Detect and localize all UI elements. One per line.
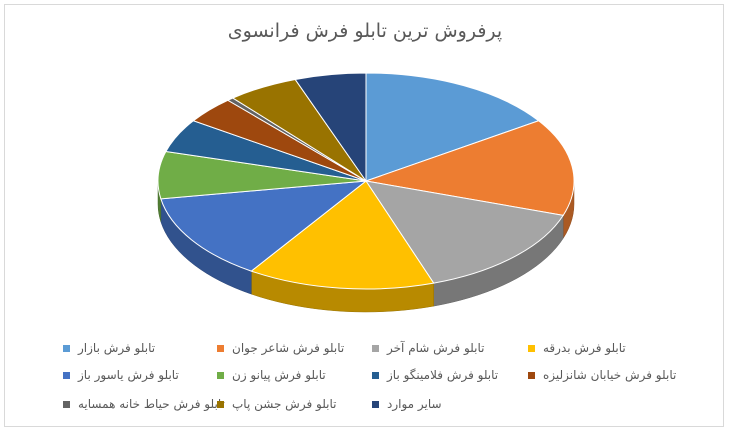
legend-item: تابلو فرش جشن پاپ [217,396,337,412]
legend-item: تابلو فرش حیاط خانه همسایه [63,396,225,412]
legend-swatch [372,371,379,379]
legend-swatch [528,344,535,352]
legend-item: تابلو فرش خیابان شانزلیزه [528,367,676,383]
pie-slice-10 [294,72,367,183]
legend-swatch [217,344,224,352]
legend-swatch [372,344,379,352]
legend-swatch [217,400,224,408]
legend-swatch [63,400,70,408]
legend-label: تابلو فرش شام آخر [387,341,485,355]
legend-label: سایر موارد [387,397,442,411]
legend-item: تابلو فرش یاسور باز [63,367,179,383]
pie-slice-4 [160,180,368,272]
legend-item: تابلو فرش شام آخر [372,340,484,356]
legend-label: تابلو فرش فلامینگو باز [387,368,499,382]
legend-label: تابلو فرش پیانو زن [232,368,326,382]
legend-item: تابلو فرش بدرقه [528,340,626,356]
legend-swatch [528,371,535,379]
pie-slice-2 [364,180,565,284]
legend-swatch [63,344,70,352]
legend-label: تابلو فرش شاعر جوان [232,341,345,355]
chart-title: پرفروش ترین تابلو فرش فرانسوی [227,20,503,42]
legend-label: تابلو فرش جشن پاپ [232,397,337,411]
legend-item: تابلو فرش پیانو زن [217,367,326,383]
pie-slice-0 [365,72,540,182]
legend-swatch [217,371,224,379]
legend-label: تابلو فرش حیاط خانه همسایه [78,397,225,411]
pie-slice-3 [250,180,435,290]
legend-label: تابلو فرش خیابان شانزلیزه [543,368,677,382]
pie-slice-1 [364,120,575,216]
legend-item: تابلو فرش بازار [63,340,155,356]
legend-item: تابلو فرش شاعر جوان [217,340,344,356]
legend-swatch [372,400,379,408]
legend-label: تابلو فرش بدرقه [543,341,626,355]
legend-label: تابلو فرش یاسور باز [78,368,179,382]
legend-item: سایر موارد [372,396,442,412]
legend-item: تابلو فرش فلامینگو باز [372,367,498,383]
legend-swatch [63,371,70,379]
legend-label: تابلو فرش بازار [78,341,156,355]
